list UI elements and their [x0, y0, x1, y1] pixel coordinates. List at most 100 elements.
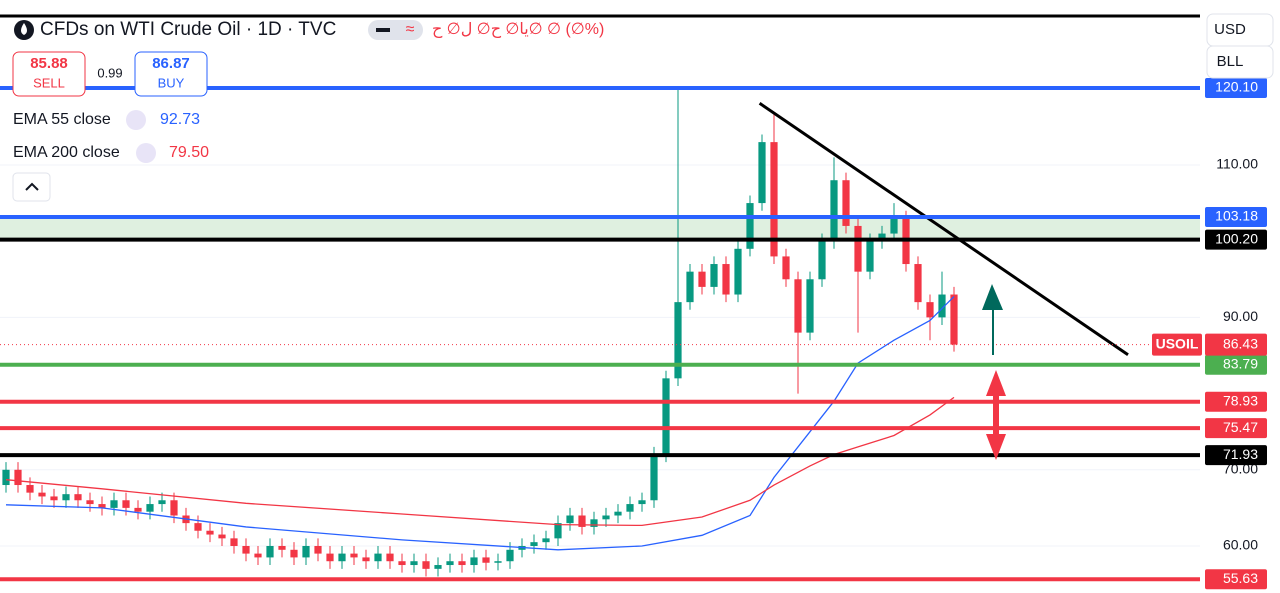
candle-body	[890, 218, 898, 234]
candle-body	[818, 241, 826, 280]
candle-body	[386, 553, 394, 562]
price-axis	[1200, 0, 1280, 593]
candle-body	[530, 542, 538, 546]
candle-body	[794, 279, 802, 333]
candle-body	[470, 557, 478, 566]
candle-body	[62, 494, 70, 501]
candle-body	[830, 180, 838, 242]
candle-body	[770, 142, 778, 257]
collapse-icon	[25, 182, 39, 191]
collapse-button[interactable]	[12, 172, 51, 202]
candle-body	[842, 180, 850, 226]
candle-body	[206, 530, 214, 535]
candle-body	[158, 500, 166, 505]
unit-button[interactable]	[1206, 45, 1274, 79]
last-price-box	[1205, 333, 1267, 356]
level-label: 83.79	[1223, 355, 1258, 371]
candle-body	[638, 500, 646, 505]
buy-button[interactable]	[134, 51, 208, 97]
candle-body	[950, 294, 958, 345]
candle-body	[26, 485, 34, 493]
level-label: 120.10	[1215, 79, 1258, 95]
candle-body	[146, 504, 154, 512]
ohlc-text: يا∅ ح∅ ل∅ ح∅ ∅ (∅%)	[432, 21, 604, 39]
legend-icon[interactable]	[126, 110, 146, 130]
legend-value: 79.50	[169, 144, 209, 161]
candle-body	[878, 233, 886, 242]
candle-body	[218, 534, 226, 539]
candle-body	[698, 271, 706, 287]
candle-body	[566, 515, 574, 524]
candle-body	[686, 271, 694, 303]
candle-body	[74, 494, 82, 501]
level-tag	[1205, 206, 1267, 227]
candle-body	[230, 538, 238, 546]
candle-body	[446, 561, 454, 566]
sell-price: 85.88	[30, 55, 68, 72]
y-tick-label: 110.00	[1216, 156, 1258, 172]
candle-body	[410, 561, 418, 566]
candle-body	[266, 545, 274, 558]
legend-icon[interactable]	[136, 143, 156, 163]
candle-body	[854, 225, 862, 272]
unit: BLL	[1217, 53, 1244, 70]
candle-body	[302, 545, 310, 558]
candle-body	[98, 504, 106, 508]
level-tag	[1205, 418, 1267, 439]
candle-body	[290, 549, 298, 558]
sell-button[interactable]	[12, 51, 86, 97]
level-tag	[1205, 354, 1267, 375]
candle-body	[2, 469, 10, 486]
candle-body	[734, 248, 742, 295]
candle-body	[866, 241, 874, 272]
candle-body	[38, 492, 46, 497]
level-label: 71.93	[1223, 446, 1258, 462]
candle-body	[938, 294, 946, 318]
last-price: 86.43	[1223, 335, 1258, 351]
candle-body	[194, 523, 202, 531]
axis-labels: 60.0070.0090.00110.00120.10103.18100.208…	[1152, 78, 1267, 590]
candle-body	[662, 378, 670, 455]
legend-label: EMA 200 close	[13, 144, 120, 161]
candle-body	[806, 279, 814, 333]
drop-icon	[21, 23, 27, 35]
down-arrow	[986, 370, 1006, 460]
candle-body	[554, 523, 562, 539]
candle-body	[590, 519, 598, 527]
legend-label: EMA 55 close	[13, 111, 111, 128]
candle-body	[326, 553, 334, 562]
toggle[interactable]	[368, 20, 423, 40]
level-tag	[1205, 445, 1267, 466]
level-tag	[1205, 78, 1267, 99]
buy-price: 86.87	[152, 55, 190, 72]
candle-body	[482, 557, 490, 563]
candle-body	[122, 500, 130, 508]
candle-body	[578, 515, 586, 527]
currency: USD	[1214, 21, 1246, 38]
candle-body	[494, 561, 502, 563]
level-label: 100.20	[1215, 230, 1258, 246]
level-label: 103.18	[1215, 208, 1258, 224]
candle-body	[434, 565, 442, 569]
zone	[0, 216, 1200, 240]
candle-body	[110, 500, 118, 508]
candle-body	[338, 553, 346, 562]
candle-body	[782, 256, 790, 280]
spread: 0.99	[97, 65, 122, 80]
candle-body	[626, 504, 634, 512]
candle-body	[614, 511, 622, 516]
y-tick-label: 60.00	[1223, 537, 1258, 553]
level-label: 55.63	[1223, 570, 1258, 586]
toggle-icon	[376, 28, 390, 32]
candle-body	[398, 561, 406, 566]
ema-line	[5, 396, 955, 527]
wave-icon: ≈	[406, 21, 415, 38]
level-tag	[1205, 229, 1267, 250]
candle-body	[14, 469, 22, 486]
candle-body	[674, 302, 682, 379]
level-tag	[1205, 391, 1267, 412]
candle-body	[650, 454, 658, 501]
candle-body	[926, 302, 934, 318]
